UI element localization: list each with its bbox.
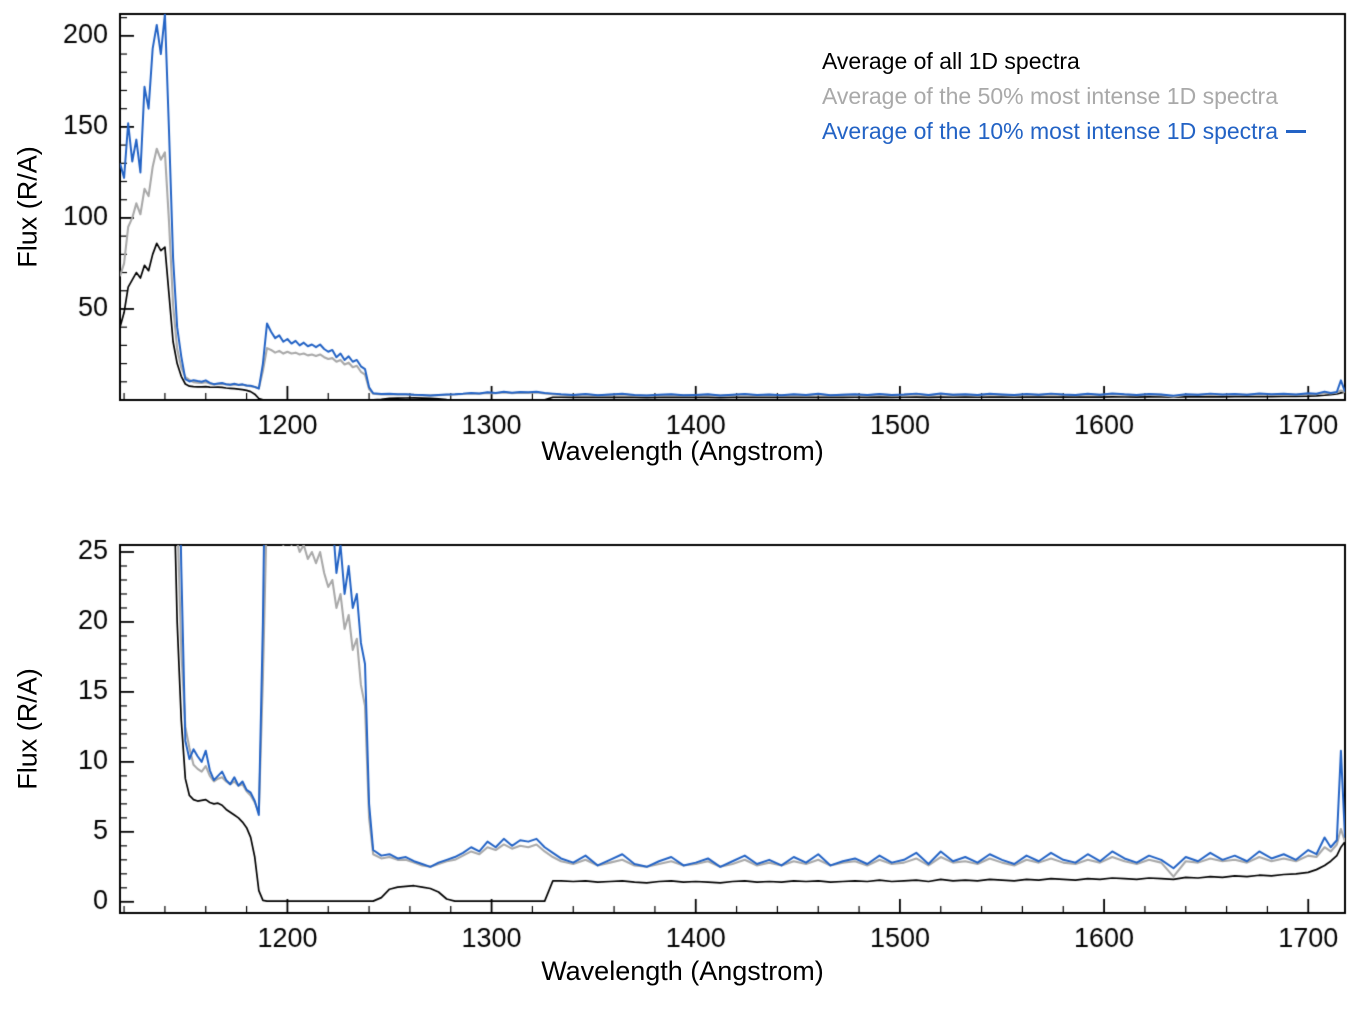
legend-item-1: Average of the 50% most intense 1D spect… (822, 79, 1306, 114)
legend-item-label: Average of the 50% most intense 1D spect… (822, 83, 1279, 109)
x-axis-label-bottom: Wavelength (Angstrom) (541, 956, 824, 986)
y-axis-label-top: Flux (R/A) (12, 146, 43, 268)
legend-item-label: Average of all 1D spectra (822, 48, 1080, 74)
legend-item-2: Average of the 10% most intense 1D spect… (822, 114, 1307, 149)
legend: Average of all 1D spectra Average of the … (822, 44, 1307, 149)
legend-item-label: Average of the 10% most intense 1D spect… (822, 118, 1279, 144)
legend-item-0: Average of all 1D spectra (822, 44, 1306, 79)
y-axis-label-bottom: Flux (R/A) (12, 668, 43, 790)
legend-line-sample (1286, 130, 1307, 133)
x-axis-label-top: Wavelength (Angstrom) (541, 436, 824, 466)
